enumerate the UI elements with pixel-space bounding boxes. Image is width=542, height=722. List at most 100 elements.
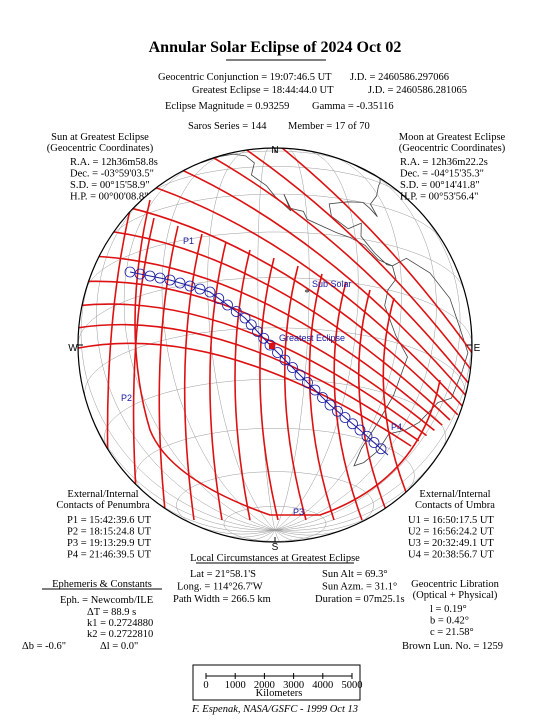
meridian: [143, 492, 276, 532]
meridian: [274, 529, 344, 536]
label: Δb = -0.6": [22, 641, 66, 652]
libration-value: l = 0.19°: [430, 604, 467, 615]
meridian: [223, 529, 276, 538]
local-value: Duration = 07m25.1s: [315, 594, 405, 605]
meridian: [80, 258, 276, 531]
umbra-ellipse: [222, 299, 233, 311]
umbra-contact: U1 = 16:50:17.5 UT: [408, 515, 494, 526]
label: k1 = 0.2724880: [87, 618, 153, 629]
map-label: Sub Solar: [312, 279, 352, 289]
label: Eclipse Magnitude = 0.93259: [165, 101, 289, 112]
time-curve: [234, 249, 251, 521]
meridian: [85, 398, 276, 531]
sun-heading: (Geocentric Coordinates): [47, 143, 154, 154]
meridian: [257, 148, 276, 531]
meridian: [274, 439, 449, 531]
meridian: [274, 168, 437, 531]
moon-coordinate: R.A. = 12h36m22.2s: [400, 157, 488, 168]
local-heading: Local Circumstances at Greatest Eclipse: [190, 553, 360, 564]
umbra-ellipse: [279, 354, 291, 366]
globe: [77, 147, 473, 543]
penumbra-heading: Contacts of Penumbra: [56, 500, 150, 511]
libration-heading: (Optical + Physical): [413, 590, 498, 601]
parallel: [135, 428, 415, 493]
umbra-ellipse: [252, 326, 263, 337]
parallel: [176, 471, 374, 527]
map-label: Greatest Eclipse: [279, 333, 345, 343]
ephemeris-heading: Ephemeris & Constants: [52, 579, 152, 590]
sub-solar-marker: *: [304, 288, 309, 299]
time-curve: [183, 233, 203, 521]
label: Member = 17 of 70: [288, 121, 370, 132]
land-outline: [353, 257, 469, 467]
scale-label: 0: [203, 680, 208, 691]
penumbra-heading: External/Internal: [67, 489, 138, 500]
scale-unit: Kilometers: [256, 688, 303, 699]
parallel: [223, 506, 327, 542]
label: ΔT = 88.9 s: [87, 607, 136, 618]
sun-coordinate: S.D. = 00°15'58.9": [70, 180, 150, 191]
umbra-ellipse: [230, 306, 242, 317]
meridian: [274, 300, 472, 531]
time-curve: [333, 281, 363, 521]
label: Δl = 0.0": [100, 641, 138, 652]
penumbra-contact: P1 = 15:42:39.6 UT: [67, 515, 152, 526]
penumbra-curve: [78, 323, 420, 442]
umbra-ellipse: [347, 418, 358, 430]
umbra-ellipse: [339, 412, 351, 423]
moon-heading: (Geocentric Coordinates): [399, 143, 506, 154]
greatest-eclipse-marker: [269, 343, 275, 349]
umbra-heading: Contacts of Umbra: [415, 500, 495, 511]
penumbra-curve: [86, 255, 443, 426]
meridian: [274, 156, 402, 531]
parallel: [78, 277, 472, 344]
umbra-heading: External/Internal: [419, 489, 490, 500]
umbra-ellipse: [272, 347, 283, 358]
penumbra-curve: [78, 303, 428, 437]
umbra-ellipse: [309, 384, 321, 396]
time-curve: [209, 241, 227, 521]
umbra-ellipse: [375, 443, 387, 455]
moon-coordinate: Dec. = -04°15'35.3": [400, 169, 484, 180]
compass-label: N: [271, 145, 278, 156]
meridian: [274, 203, 461, 531]
meridian: [274, 506, 388, 533]
label: k2 = 0.2722810: [87, 629, 153, 640]
umbra-ellipse: [287, 362, 298, 373]
time-curve: [284, 265, 307, 521]
libration-value: Brown Lun. No. = 1259: [402, 641, 503, 652]
scale-label: 1000: [225, 680, 246, 691]
penumbra-curve: [177, 148, 472, 390]
scale-label: 2000: [254, 680, 275, 691]
map-label: P2: [121, 393, 132, 403]
meridian: [207, 149, 276, 531]
parallel: [104, 378, 446, 449]
umbra-ellipse: [302, 377, 313, 388]
penumbra-curve: [112, 203, 459, 416]
label: J.D. = 2460586.281065: [368, 85, 467, 96]
libration-value: b = 0.42°: [430, 616, 469, 627]
label: Saros Series = 144: [188, 121, 267, 132]
sun-coordinate: H.P. = 00°00'08.8": [70, 192, 148, 203]
umbra-ellipse: [332, 405, 343, 417]
moon-heading: Moon at Greatest Eclipse: [399, 132, 506, 143]
libration-heading: Geocentric Libration: [411, 579, 500, 590]
umbra-ellipse: [317, 392, 328, 403]
umbra-ellipse: [194, 283, 206, 295]
scale-box: [192, 664, 361, 701]
sun-heading: Sun at Greatest Eclipse: [51, 132, 149, 143]
umbra-contact: U4 = 20:38:56.7 UT: [408, 550, 494, 561]
scale-label: 3000: [283, 680, 304, 691]
umbra-ellipse: [294, 369, 306, 381]
umbra-ellipse: [239, 312, 251, 324]
umbra-ellipse: [245, 319, 257, 331]
label: J.D. = 2460586.297066: [350, 72, 449, 83]
local-value: Long. = 114°26.7'W: [177, 582, 263, 593]
parallel: [84, 327, 466, 399]
title: Annular Solar Eclipse of 2024 Oct 02: [149, 39, 402, 56]
libration-value: c = 21.58°: [430, 627, 474, 638]
sun-coordinate: Dec. = -03°59'03.5": [70, 169, 154, 180]
local-value: Sun Azm. = 31.1°: [322, 582, 397, 593]
